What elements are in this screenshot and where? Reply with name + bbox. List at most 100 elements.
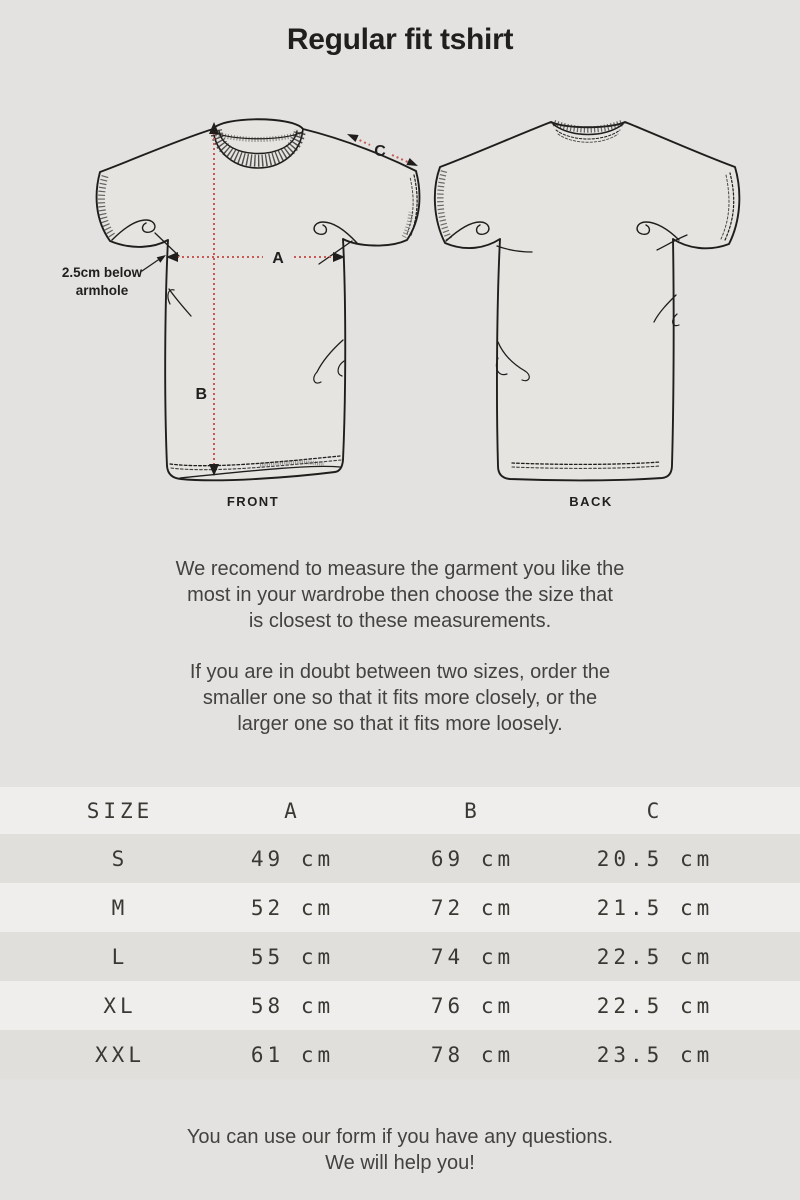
header-b: B (464, 798, 481, 823)
measure-cell-b: 78 cm (430, 1042, 515, 1067)
table-row: XXL 61 cm 78 cm 23.5 cm (0, 1030, 800, 1079)
right-side-curl (313, 371, 322, 384)
measure-label-c: C (374, 143, 386, 160)
right-cuff-stitch-2 (406, 176, 414, 235)
measure-line-c-right (391, 154, 411, 164)
back-left-side-hook (495, 357, 508, 376)
intro-p2-line1: If you are in doubt between two sizes, o… (189, 661, 611, 683)
arrow-b-top (209, 122, 219, 134)
right-cuff-hatch (401, 211, 414, 239)
footer-line2: We will help you! (325, 1152, 475, 1174)
intro-p1-line3: is closest to these measurements. (248, 610, 552, 632)
header-a: A (284, 798, 301, 823)
front-shirt-diagram: B A C 2.5cm below armhole FRONT (62, 118, 421, 509)
measure-cell-c: 22.5 cm (596, 944, 714, 969)
measure-label-a: A (272, 250, 284, 267)
right-armpit-wrinkle (313, 221, 358, 244)
measure-cell-c: 20.5 cm (596, 846, 714, 871)
left-side-wrinkle (168, 288, 192, 317)
size-cell: L (111, 944, 129, 969)
back-collar-edge (552, 123, 624, 136)
size-table-header: SIZE A B C (0, 787, 800, 834)
header-c: C (646, 798, 664, 823)
back-right-cuff-stitch-2 (720, 174, 730, 240)
back-view-label: BACK (569, 494, 613, 509)
header-size: SIZE (86, 798, 154, 823)
size-cell: M (111, 895, 129, 920)
intro-p1-line1: We recomend to measure the garment you l… (175, 558, 625, 580)
arrow-c-bottom (406, 158, 418, 166)
intro-paragraph-1: We recomend to measure the garment you l… (0, 556, 800, 634)
back-shirt-outline (433, 121, 741, 482)
back-left-side-wrinkle (497, 341, 526, 372)
back-collar-stitch (555, 129, 621, 140)
measure-cell-a: 52 cm (250, 895, 335, 920)
measure-cell-c: 23.5 cm (596, 1042, 714, 1067)
measure-cell-a: 49 cm (250, 846, 335, 871)
hem-stitch (169, 455, 341, 467)
back-right-side-hook (672, 313, 680, 327)
right-side-hook (337, 360, 345, 377)
arrow-b-bottom (209, 464, 219, 476)
back-shirt-diagram: BACK (433, 119, 741, 509)
size-diagram: B A C 2.5cm below armhole FRONT (60, 109, 800, 509)
footer-note: You can use our form if you have any que… (0, 1124, 800, 1176)
back-left-armpit-wrinkle (445, 221, 490, 242)
measure-label-b: B (195, 386, 207, 403)
back-right-cuff-stitch (724, 172, 735, 241)
armhole-note-line1: 2.5cm below (62, 265, 143, 280)
intro-p1-line2: most in your wardrobe then choose the si… (187, 584, 613, 606)
measure-cell-b: 69 cm (430, 846, 515, 871)
hem-fold (179, 465, 341, 479)
back-hem-stitch (511, 461, 661, 466)
hem-stitch-2 (170, 459, 342, 471)
measure-line-c-left (354, 137, 371, 146)
size-cell: XL (103, 993, 137, 1018)
arrow-a-left (166, 252, 178, 262)
table-row: L 55 cm 74 cm 22.5 cm (0, 932, 800, 981)
right-armpit-line (318, 240, 353, 265)
armhole-note-arrow-line (141, 257, 162, 272)
measure-cell-c: 21.5 cm (596, 895, 714, 920)
back-left-side-curl (521, 370, 530, 382)
back-collar-ribbing (552, 119, 624, 133)
footer-line1: You can use our form if you have any que… (186, 1126, 614, 1148)
collar-ribbing (210, 128, 306, 167)
measure-cell-b: 76 cm (430, 993, 515, 1018)
left-armpit-wrinkle (111, 219, 156, 241)
left-armpit-line (154, 232, 180, 257)
size-cell: S (111, 846, 129, 871)
left-cuff-ribbing (98, 174, 116, 240)
arrow-c-top (347, 134, 359, 142)
back-left-cuff-ribbing (437, 170, 452, 241)
armhole-note-arrowhead (156, 255, 166, 263)
page-title: Regular fit tshirt (286, 23, 514, 56)
table-row: M 52 cm 72 cm 21.5 cm (0, 883, 800, 932)
intro-paragraph-2: If you are in doubt between two sizes, o… (0, 659, 800, 737)
measure-cell-b: 72 cm (430, 895, 515, 920)
back-collar-stitch-2 (557, 133, 619, 143)
measure-cell-a: 58 cm (250, 993, 335, 1018)
left-side-hook (167, 289, 175, 305)
measure-cell-c: 22.5 cm (596, 993, 714, 1018)
size-cell: XXL (95, 1042, 145, 1067)
front-view-label: FRONT (227, 494, 279, 509)
intro-p2-line3: larger one so that it fits more loosely. (237, 713, 563, 735)
right-cuff-stitch (410, 174, 418, 236)
intro-p2-line2: smaller one so that it fits more closely… (202, 687, 598, 709)
size-table: SIZE A B C S 49 cm 69 cm 20.5 cm M 52 cm 72 cm… (0, 787, 800, 1079)
size-table-body: S 49 cm 69 cm 20.5 cm M 52 cm 72 cm 21.5 cm L 55 … (0, 834, 800, 1079)
table-row: XL 58 cm 76 cm 22.5 cm (0, 981, 800, 1030)
back-left-armpit-line (496, 245, 533, 253)
measure-cell-b: 74 cm (430, 944, 515, 969)
front-shirt-outline (95, 118, 421, 482)
back-right-armpit-line (656, 234, 688, 251)
back-hem-stitch-2 (511, 465, 661, 469)
back-right-side-wrinkle (653, 294, 677, 323)
arrow-a-right (333, 252, 345, 262)
collar-top-ribbing (215, 131, 301, 142)
table-row: S 49 cm 69 cm 20.5 cm (0, 834, 800, 883)
back-right-armpit-wrinkle (636, 221, 680, 241)
measure-cell-a: 61 cm (250, 1042, 335, 1067)
right-side-wrinkle (316, 339, 344, 373)
